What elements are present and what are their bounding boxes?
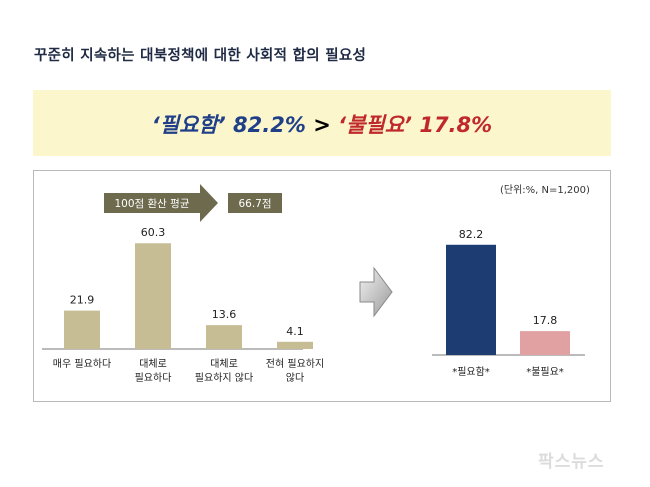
headline: ‘필요함’ 82.2% > ‘불필요’ 17.8% — [33, 109, 611, 139]
average-badge-label: 100점 환산 평균 — [114, 198, 189, 210]
right-chart-category-label-2: *불필요* — [526, 366, 564, 378]
left-chart-category-label-4-line-1: 전혀 필요하지 — [266, 357, 324, 370]
chart-right: 82.2 *필요함* 17.8 *불필요* — [432, 228, 585, 378]
right-chart-bar-1 — [446, 244, 496, 355]
left-chart-bar-4 — [277, 341, 313, 349]
headline-no-need: ‘불필요’ 17.8% — [338, 113, 493, 137]
page-title: 꾸준히 지속하는 대북정책에 대한 사회적 합의 필요성 — [34, 48, 367, 64]
transition-arrow-icon — [359, 266, 393, 318]
headline-need: ‘필요함’ 82.2% — [151, 113, 306, 137]
average-badge-value: 66.7점 — [238, 198, 271, 210]
average-badge-arrow — [104, 184, 218, 222]
left-chart-category-label-1: 매우 필요하다 — [53, 357, 111, 370]
right-chart-category-label-1: *필요함* — [452, 366, 490, 378]
left-chart-category-label-3-line-1: 대체로 — [210, 358, 238, 370]
left-chart-value-label-3: 13.6 — [212, 308, 237, 321]
headline-box: ‘필요함’ 82.2% > ‘불필요’ 17.8% — [33, 90, 611, 156]
right-chart-value-label-2: 17.8 — [533, 314, 558, 327]
left-chart-value-label-2: 60.3 — [141, 226, 166, 239]
headline-separator: > — [305, 113, 339, 137]
left-chart-bar-2 — [135, 243, 171, 349]
left-chart-category-label-3-line-2: 필요하지 않다 — [195, 371, 253, 384]
left-chart-value-label-1: 21.9 — [70, 294, 95, 307]
left-chart-bar-3 — [206, 325, 242, 349]
left-chart-category-label-4-line-2: 않다 — [286, 372, 304, 384]
left-chart-bar-1 — [64, 310, 100, 349]
left-chart-category-label-2-line-1: 대체로 — [139, 358, 167, 370]
unit-note: (단위:%, N=1,200) — [500, 185, 590, 196]
watermark: 팍스뉴스 — [538, 452, 605, 472]
left-chart-category-label-2-line-2: 필요하다 — [135, 371, 172, 384]
right-chart-value-label-1: 82.2 — [459, 228, 484, 241]
right-chart-bar-2 — [520, 331, 570, 355]
average-badge-value-box — [228, 193, 282, 213]
left-chart-value-label-4: 4.1 — [286, 325, 304, 338]
